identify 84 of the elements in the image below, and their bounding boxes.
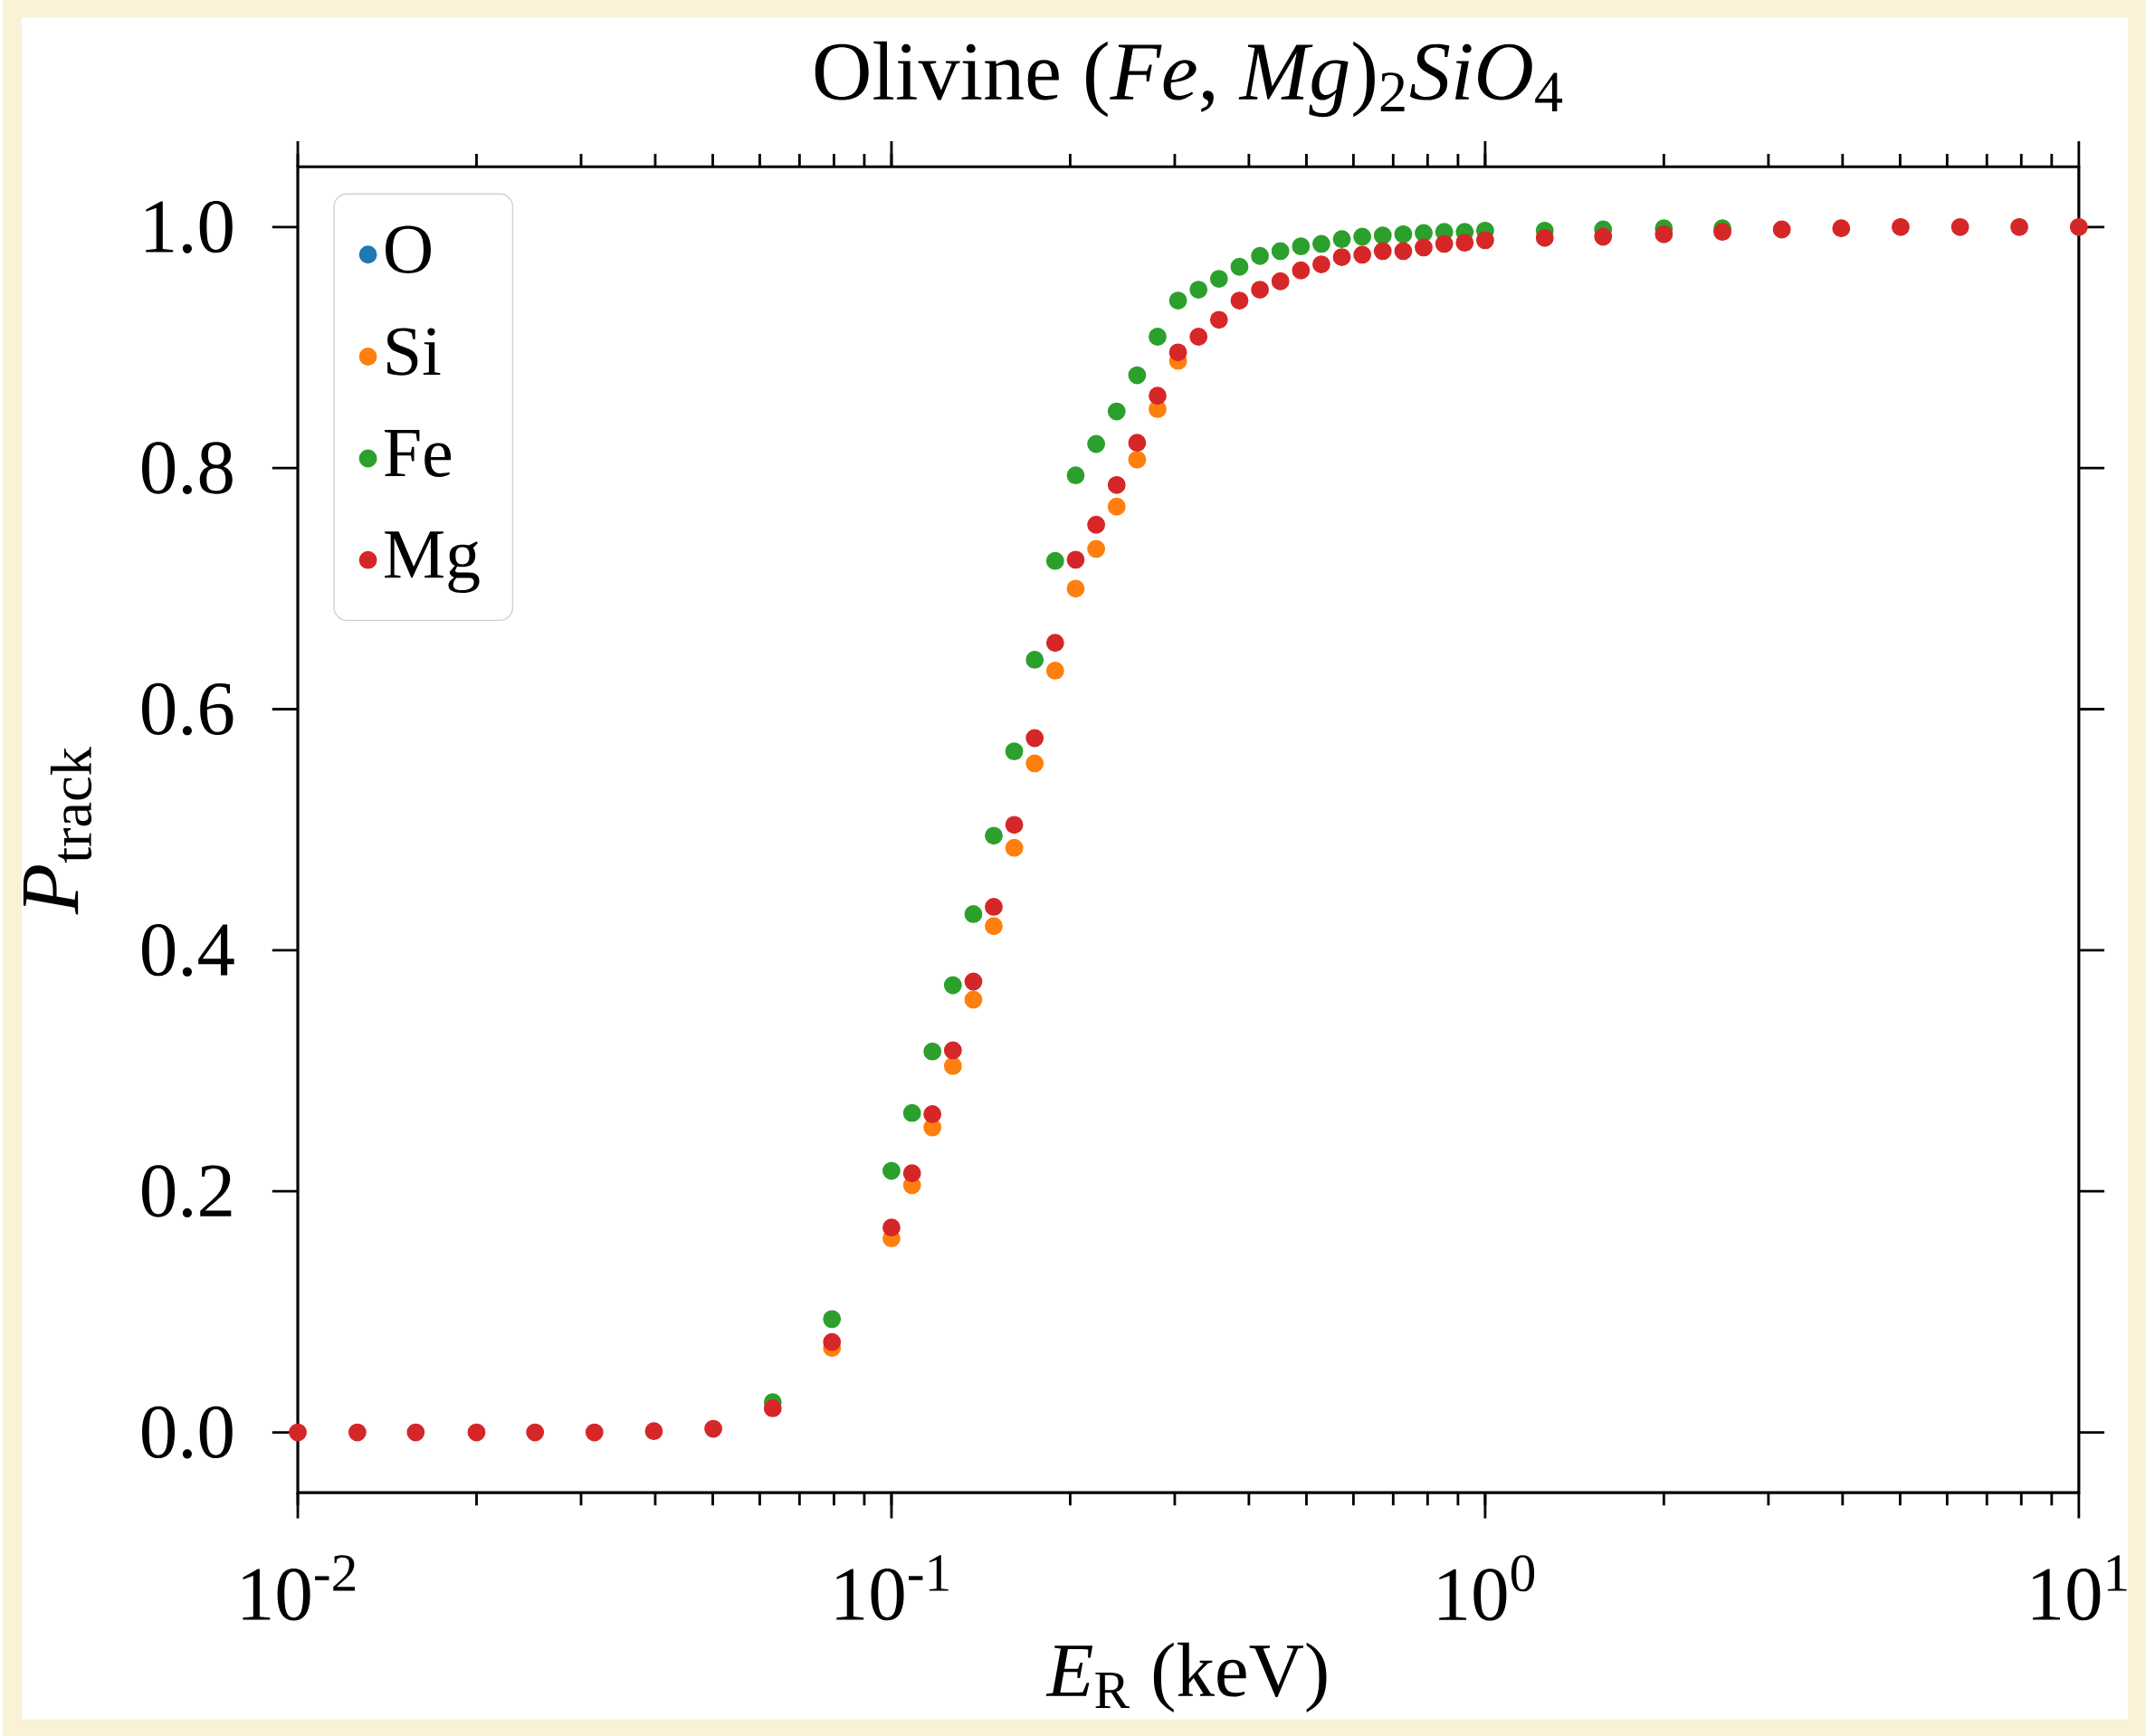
y-tick-label: 0.2 xyxy=(142,1165,232,1218)
point xyxy=(1209,310,1228,329)
point xyxy=(1128,434,1147,453)
point xyxy=(1168,343,1187,362)
point xyxy=(1475,231,1494,250)
point xyxy=(964,972,983,991)
point xyxy=(1107,402,1126,421)
point xyxy=(1025,729,1044,748)
point xyxy=(1373,226,1392,245)
point xyxy=(1107,497,1126,516)
point xyxy=(923,1105,942,1123)
point xyxy=(943,1056,962,1075)
point xyxy=(1271,242,1290,261)
point xyxy=(1332,230,1351,249)
point xyxy=(882,1161,901,1180)
point xyxy=(1128,450,1147,469)
point xyxy=(985,917,1003,936)
y-tick-label: 0.6 xyxy=(142,682,234,736)
point xyxy=(1332,248,1351,267)
point xyxy=(1435,234,1454,253)
point xyxy=(1353,227,1372,246)
point xyxy=(1415,238,1433,257)
point xyxy=(1209,270,1228,288)
point xyxy=(1292,237,1311,256)
point xyxy=(1128,366,1147,385)
point xyxy=(964,990,983,1009)
point xyxy=(1025,651,1044,669)
point xyxy=(1005,816,1024,835)
point xyxy=(1149,386,1167,405)
point xyxy=(985,826,1003,845)
point xyxy=(1251,246,1269,265)
y-tick-label: 0.8 xyxy=(142,442,233,495)
point xyxy=(1394,224,1413,243)
point xyxy=(1230,291,1249,310)
point xyxy=(1230,257,1249,276)
y-tick-label: 0.0 xyxy=(142,1406,233,1459)
point xyxy=(1025,754,1044,773)
legend-label: Fe xyxy=(385,430,452,477)
y-tick-label: 0.4 xyxy=(142,924,234,977)
point xyxy=(1312,255,1330,274)
point xyxy=(1251,281,1269,299)
point xyxy=(1271,272,1290,291)
point xyxy=(1189,281,1208,299)
point xyxy=(985,898,1003,916)
point xyxy=(1292,261,1311,280)
point xyxy=(964,905,983,923)
x-tick-label: 10$^{1}$ xyxy=(2033,1555,2127,1621)
point xyxy=(1045,551,1064,570)
point xyxy=(1353,245,1372,264)
point xyxy=(1107,475,1126,494)
x-axis-title: E$_{R}$ (keV) xyxy=(1045,1642,1327,1712)
point xyxy=(1066,579,1085,598)
point xyxy=(1415,224,1433,243)
point xyxy=(1373,242,1392,261)
point xyxy=(902,1164,921,1183)
legend-label: Mg xyxy=(385,531,480,594)
point xyxy=(1168,291,1187,310)
point xyxy=(1005,838,1024,857)
point xyxy=(1149,328,1167,346)
point xyxy=(1312,234,1330,253)
point xyxy=(1066,466,1085,485)
point xyxy=(923,1042,942,1061)
chart-title: Olivine (Fe, Mg)$_{2}$SiO$_{4}$ xyxy=(815,41,1563,118)
x-tick-label: 10$^{0}$ xyxy=(1439,1555,1535,1621)
legend-label: Si xyxy=(387,328,441,376)
point xyxy=(902,1103,921,1122)
point xyxy=(1066,550,1085,569)
point xyxy=(1087,434,1106,453)
point xyxy=(943,976,962,995)
point xyxy=(1189,328,1208,346)
point xyxy=(882,1218,901,1237)
point xyxy=(1005,742,1024,761)
point xyxy=(1455,234,1474,253)
point xyxy=(1045,634,1064,653)
point xyxy=(1045,662,1064,680)
legend-label: O xyxy=(386,225,431,273)
point xyxy=(1087,539,1106,558)
point xyxy=(1087,515,1106,534)
point xyxy=(1394,242,1413,261)
x-tick-label: 10$^{-1}$ xyxy=(836,1555,949,1621)
x-tick-label: 10$^{-2}$ xyxy=(243,1555,356,1621)
y-axis-title: P$_{track}$ xyxy=(23,747,92,915)
point xyxy=(943,1041,962,1060)
y-tick-label: 1.0 xyxy=(146,200,233,253)
